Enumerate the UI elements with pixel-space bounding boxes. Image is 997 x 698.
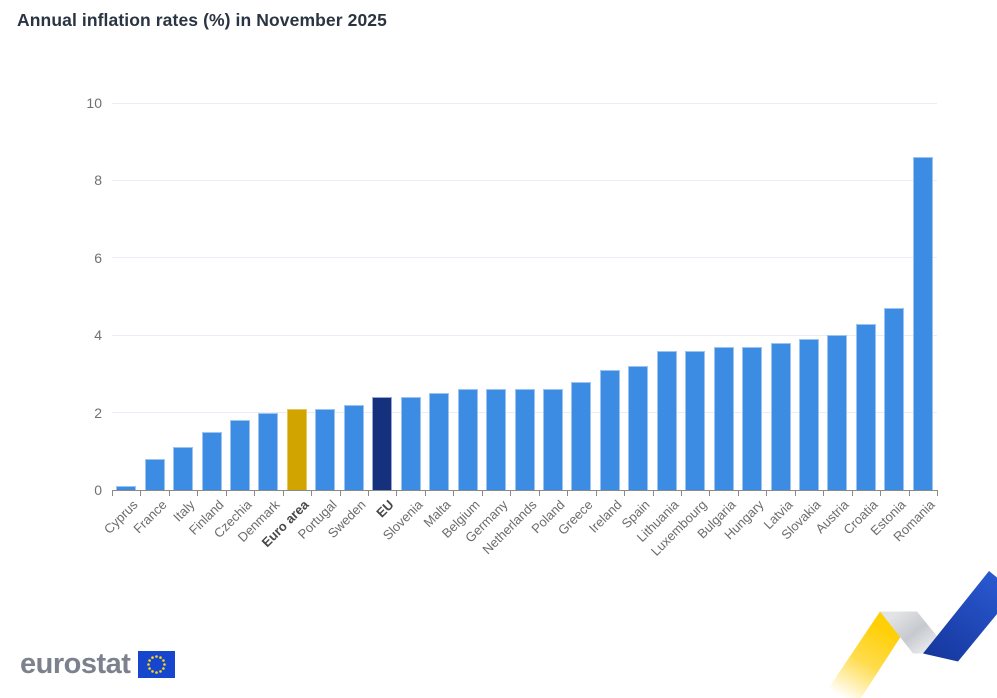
bar-finland[interactable] (201, 431, 222, 490)
x-axis-tick (709, 491, 711, 496)
bar-germany[interactable] (486, 389, 507, 490)
x-axis-tick (396, 491, 398, 496)
bar-croatia[interactable] (855, 323, 876, 490)
x-axis-tick (823, 491, 825, 496)
bar-ireland[interactable] (599, 370, 620, 490)
x-axis-tick (538, 491, 540, 496)
y-gridline (112, 257, 937, 259)
x-axis-tick (567, 491, 569, 496)
bar-latvia[interactable] (770, 342, 791, 490)
x-axis-tick (282, 491, 284, 496)
x-axis-tick (368, 491, 370, 496)
y-gridline (112, 334, 937, 336)
x-axis-tick (624, 491, 626, 496)
bar-portugal[interactable] (315, 408, 336, 490)
x-axis-tick (140, 491, 142, 496)
y-gridline (112, 179, 937, 181)
x-axis-tick (595, 491, 597, 496)
x-axis-tick (453, 491, 455, 496)
y-axis-label: 10 (86, 95, 102, 111)
x-axis-tick (737, 491, 739, 496)
y-gridline (112, 102, 937, 104)
x-axis-tick (510, 491, 512, 496)
bar-poland[interactable] (542, 389, 563, 490)
x-axis-tick (311, 491, 313, 496)
bar-luxembourg[interactable] (685, 350, 706, 490)
x-axis-tick (880, 491, 882, 496)
bar-spain[interactable] (628, 366, 649, 490)
bar-denmark[interactable] (258, 412, 279, 490)
x-axis-tick (197, 491, 199, 496)
y-axis-label: 8 (94, 172, 102, 189)
bar-eu[interactable] (372, 397, 393, 490)
x-axis-tick (168, 491, 170, 496)
bar-belgium[interactable] (457, 389, 478, 490)
x-axis-tick (481, 491, 483, 496)
x-axis-tick (254, 491, 256, 496)
bar-austria[interactable] (827, 335, 848, 490)
eurostat-logo: eurostat (20, 648, 176, 681)
bar-hungary[interactable] (742, 346, 763, 490)
x-axis-tick (424, 491, 426, 496)
y-axis-label: 6 (94, 249, 102, 266)
x-axis-tick (339, 491, 341, 496)
bar-estonia[interactable] (884, 308, 905, 490)
bar-malta[interactable] (429, 393, 450, 490)
x-axis-tick (937, 491, 938, 496)
x-axis-tick (652, 491, 654, 496)
eurostat-logo-text: eurostat (20, 648, 131, 680)
eu-flag-icon (138, 651, 176, 678)
bar-cyprus[interactable] (116, 486, 137, 490)
bar-euro-area[interactable] (286, 408, 307, 490)
bar-italy[interactable] (173, 447, 194, 490)
x-axis-tick (225, 491, 227, 496)
x-axis-tick (851, 491, 853, 496)
bar-slovenia[interactable] (400, 397, 421, 490)
x-axis-tick (112, 491, 113, 496)
bar-netherlands[interactable] (514, 389, 535, 490)
x-axis-tick (766, 491, 768, 496)
eurostat-zigzag-ribbon-icon (822, 571, 997, 698)
bar-czechia[interactable] (230, 420, 251, 490)
y-axis-label: 4 (94, 327, 102, 344)
y-axis-label: 0 (94, 482, 102, 498)
bar-romania[interactable] (912, 157, 933, 490)
bar-lithuania[interactable] (656, 350, 677, 490)
y-axis-label: 2 (94, 404, 102, 421)
x-axis-tick (908, 491, 910, 496)
x-axis-line (112, 490, 938, 491)
chart-title: Annual inflation rates (%) in November 2… (17, 10, 387, 30)
x-axis-tick (794, 491, 796, 496)
bar-sweden[interactable] (343, 404, 364, 490)
bar-france[interactable] (144, 459, 165, 490)
bar-bulgaria[interactable] (713, 346, 734, 490)
bar-greece[interactable] (571, 381, 592, 490)
x-axis-tick (680, 491, 682, 496)
bar-slovakia[interactable] (798, 339, 819, 490)
